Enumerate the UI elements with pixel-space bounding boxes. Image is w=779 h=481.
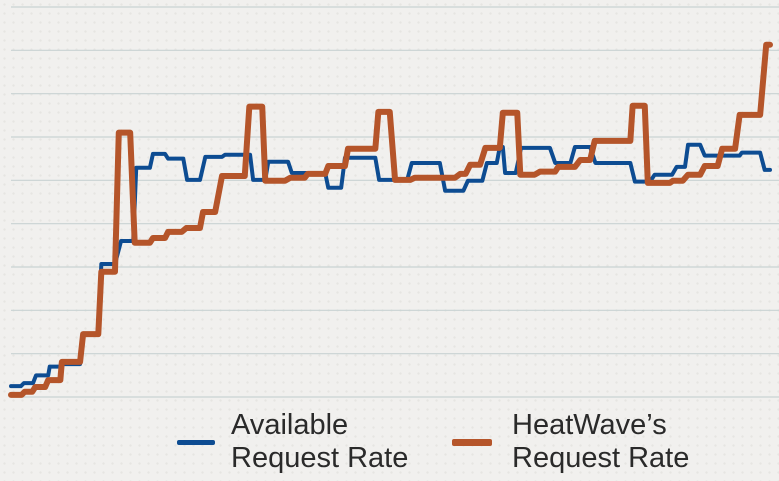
legend-swatch-available (177, 439, 215, 445)
legend-item-heatwave: HeatWave’s Request Rate (452, 409, 689, 475)
series-line-heatwave (8, 41, 773, 398)
legend-label-line1: HeatWave’s (512, 409, 667, 441)
legend-label-line1: Available (231, 409, 349, 441)
legend-swatch-heatwave (452, 438, 492, 446)
legend-item-available: Available Request Rate (177, 409, 408, 475)
legend-label-heatwave: HeatWave’s Request Rate (512, 409, 689, 475)
legend-label-line2: Request Rate (231, 442, 409, 474)
legend-label-available: Available Request Rate (231, 409, 408, 475)
legend-label-line2: Request Rate (512, 442, 690, 474)
